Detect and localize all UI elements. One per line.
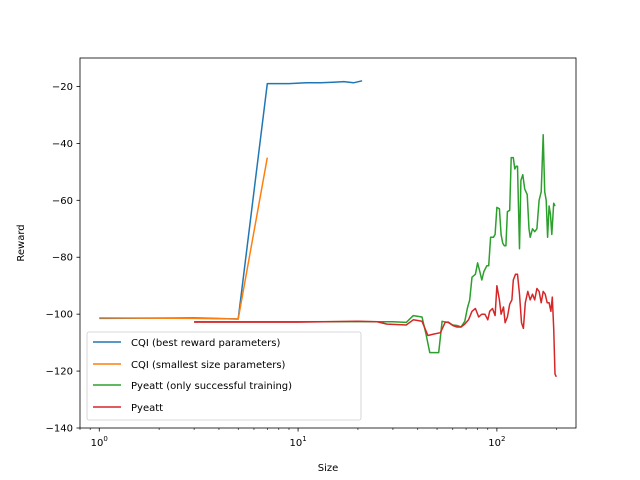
y-tick-label: −20 [52, 82, 73, 93]
series-line-2 [194, 134, 556, 354]
legend-label-pyeatt: Pyeatt [131, 403, 163, 414]
y-axis-label: Reward [16, 224, 27, 261]
legend-label-cqi-best: CQI (best reward parameters) [131, 338, 281, 349]
y-tick-label: −100 [46, 310, 73, 321]
x-axis-label: Size [318, 463, 339, 474]
plot-frame [79, 57, 577, 429]
y-tick-label: −80 [52, 253, 73, 264]
legend-label-cqi-smallest: CQI (smallest size parameters) [131, 360, 286, 371]
legend: CQI (best reward parameters) CQI (smalle… [86, 331, 362, 421]
legend-box [86, 331, 362, 421]
y-tick-label: −40 [52, 139, 73, 150]
legend-label-pyeatt-successful: Pyeatt (only successful training) [131, 381, 292, 392]
y-tick-label: −120 [46, 367, 73, 378]
y-axis-ticks: −20 −40 −60 −80 −100 −120 −140 [46, 82, 80, 435]
y-tick-label: −140 [46, 424, 73, 435]
series-line-3 [194, 273, 557, 378]
series-line-1 [99, 157, 269, 320]
series-lines [99, 80, 557, 378]
y-tick-label: −60 [52, 196, 73, 207]
